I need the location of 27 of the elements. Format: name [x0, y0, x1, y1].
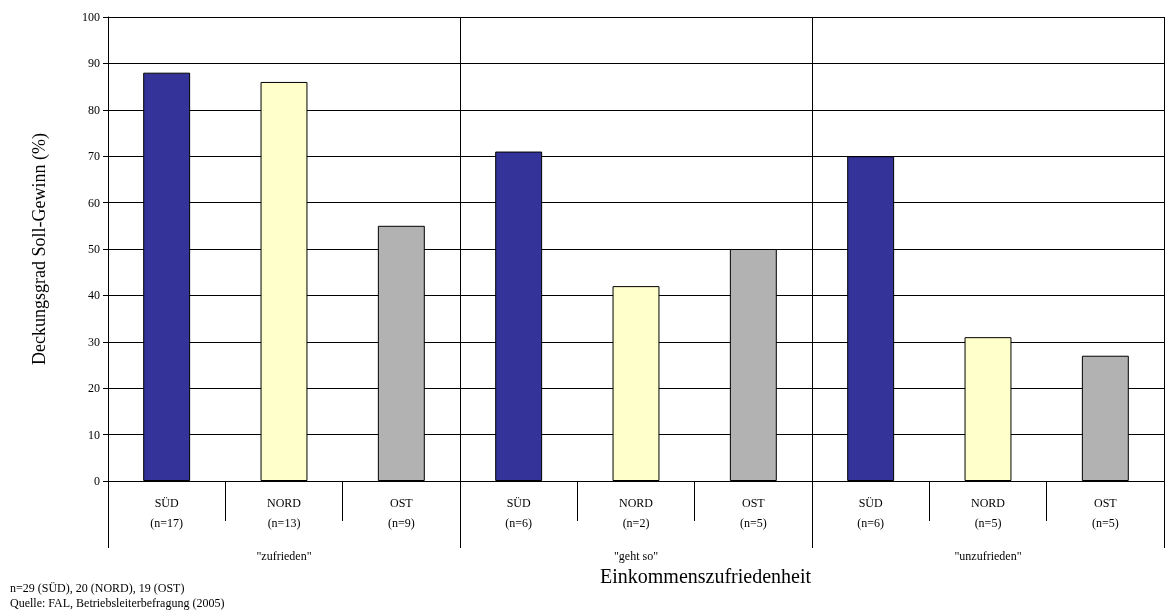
x-tick-label: SÜD (n=6): [857, 496, 885, 530]
x-tick-label: NORD (n=2): [618, 496, 654, 530]
y-tick-label: 20: [88, 381, 100, 396]
x-tick-label: OST (n=9): [387, 496, 415, 530]
text: "zufrieden": [256, 549, 312, 563]
text: n=29 (SÜD), 20 (NORD), 19 (OST): [10, 581, 185, 595]
text: "geht so": [613, 549, 659, 563]
x-tick-label: SÜD (n=6): [505, 496, 533, 530]
y-tick-label: 80: [88, 102, 100, 117]
y-tick-label: 60: [88, 195, 100, 210]
y-tick-label: 90: [88, 56, 100, 71]
y-tick-label: 0: [94, 474, 100, 488]
y-axis-title: Deckungsgrad Soll-Gewinn (%): [29, 133, 50, 365]
text: "unzufrieden": [954, 549, 1022, 563]
x-tick-label: SÜD (n=17): [150, 496, 184, 530]
source-note: Quelle: FAL, Betriebsleiterbefragung (2005): [10, 596, 225, 610]
x-tick-label: NORD (n=5): [970, 496, 1006, 530]
x-tick-label: NORD (n=13): [266, 496, 302, 530]
x-axis-title: Einkommenszufriedenheit: [600, 565, 812, 587]
y-tick-label: 10: [88, 427, 100, 442]
y-tick-label: 30: [88, 334, 100, 349]
y-tick-label: 70: [88, 149, 100, 164]
y-tick-label: 40: [88, 288, 100, 303]
x-tick-label: OST (n=5): [1091, 496, 1119, 530]
y-tick-label: 100: [82, 10, 100, 24]
y-tick-label: 50: [88, 242, 100, 256]
x-tick-label: OST (n=5): [739, 496, 767, 530]
